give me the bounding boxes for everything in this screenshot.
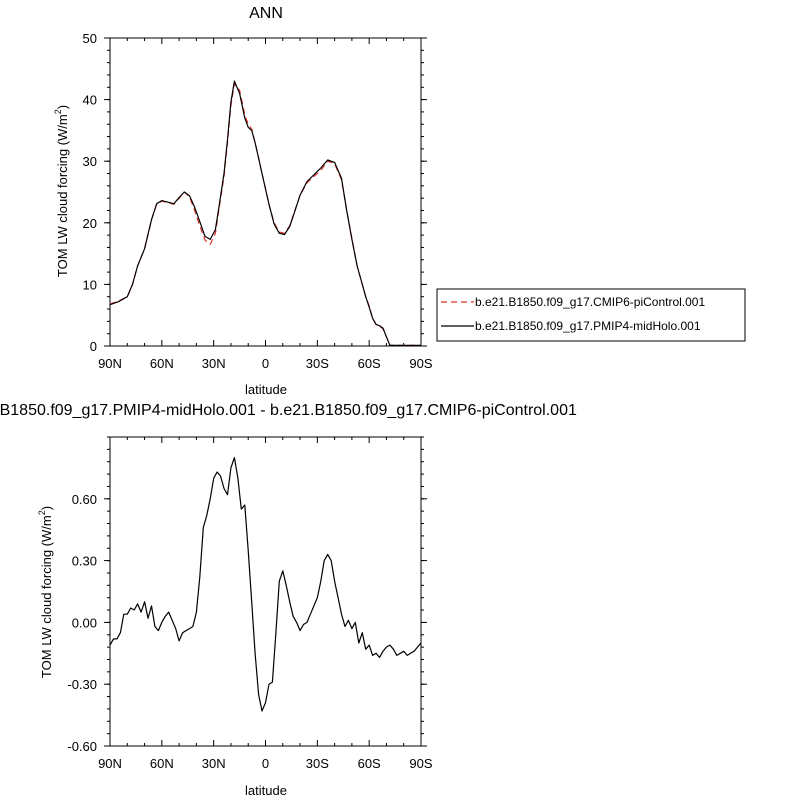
top-x-tick-label: 30N xyxy=(202,356,226,371)
bottom-x-tick-label: 30N xyxy=(202,756,226,771)
top-y-tick-label: 0 xyxy=(90,339,97,354)
top-x-tick-label: 60S xyxy=(358,356,381,371)
bottom-series-line-0 xyxy=(109,457,422,712)
bottom-y-tick-label: 0.00 xyxy=(72,615,97,630)
top-axis-ticks: 90N 60N 30N 0 30S 60S 90S 0 10 20 30 40 50 xyxy=(83,31,433,371)
top-plot-frame xyxy=(109,37,422,347)
top-y-axis-label-sup: 2 xyxy=(53,109,63,114)
top-x-tick-label: 0 xyxy=(262,356,269,371)
top-y-tick-label: 50 xyxy=(83,31,97,46)
bottom-series-lines xyxy=(109,457,422,712)
top-chart-title: ANN xyxy=(249,5,283,22)
top-x-tick-label: 90S xyxy=(409,356,432,371)
bottom-axis-ticks: 90N 60N 30N 0 30S 60S 90S -0.60 -0.30 0.00 0.30 0.6… xyxy=(67,436,433,771)
top-y-tick-label: 30 xyxy=(83,154,97,169)
bottom-x-tick-label: 60N xyxy=(150,756,174,771)
top-y-tick-label: 40 xyxy=(83,93,97,108)
bottom-y-axis-label: TOM LW cloud forcing (W/m2) xyxy=(37,506,54,678)
bottom-x-tick-label: 90N xyxy=(98,756,122,771)
top-y-axis-label-main: TOM LW cloud forcing (W/m xyxy=(55,114,70,277)
bottom-x-axis-label: latitude xyxy=(245,783,287,798)
bottom-x-tick-label: 60S xyxy=(358,756,381,771)
top-y-axis-label: TOM LW cloud forcing (W/m2) xyxy=(53,105,70,277)
bottom-y-tick-label: 0.60 xyxy=(72,492,97,507)
top-series-lines xyxy=(109,80,421,346)
bottom-panel: b.e21.B1850.f09_g17.PMIP4-midHolo.001 - … xyxy=(0,402,577,798)
bottom-y-axis-label-close: ) xyxy=(39,506,54,510)
bottom-chart-title: b.e21.B1850.f09_g17.PMIP4-midHolo.001 - … xyxy=(0,402,577,419)
top-y-axis-label-close: ) xyxy=(55,105,70,109)
legend-box xyxy=(436,288,746,342)
bottom-x-tick-label: 30S xyxy=(306,756,329,771)
bottom-x-tick-label: 90S xyxy=(409,756,432,771)
top-panel: ANN 90N 60N 30N 0 30S 60S 90S 0 10 20 30 40 50 latit… xyxy=(53,5,433,397)
bottom-y-axis-label-main: TOM LW cloud forcing (W/m xyxy=(39,515,54,678)
top-series-line-0 xyxy=(109,82,421,346)
top-x-tick-label: 60N xyxy=(150,356,174,371)
legend-label-midholo: b.e21.B1850.f09_g17.PMIP4-midHolo.001 xyxy=(475,319,701,333)
top-series-line-1 xyxy=(109,80,421,346)
legend: b.e21.B1850.f09_g17.CMIP6-piControl.001 … xyxy=(436,288,746,342)
bottom-y-axis-label-sup: 2 xyxy=(37,510,47,515)
top-y-tick-label: 20 xyxy=(83,216,97,231)
top-x-tick-label: 30S xyxy=(306,356,329,371)
top-x-axis-label: latitude xyxy=(245,382,287,397)
bottom-x-tick-label: 0 xyxy=(262,756,269,771)
legend-label-picontrol: b.e21.B1850.f09_g17.CMIP6-piControl.001 xyxy=(475,295,705,309)
bottom-y-tick-label: -0.60 xyxy=(67,739,97,754)
bottom-y-tick-label: 0.30 xyxy=(72,554,97,569)
top-x-tick-label: 90N xyxy=(98,356,122,371)
top-y-tick-label: 10 xyxy=(83,277,97,292)
bottom-y-tick-label: -0.30 xyxy=(67,677,97,692)
